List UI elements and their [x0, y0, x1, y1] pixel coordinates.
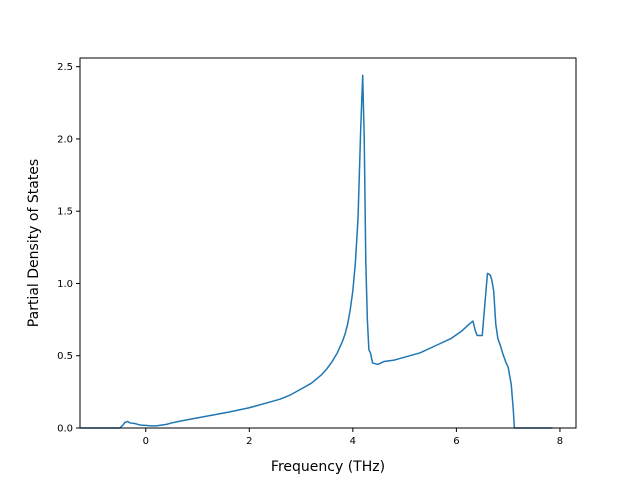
y-tick-label: 0.5 — [57, 351, 73, 362]
y-tick-label: 2.0 — [57, 134, 73, 145]
axes-frame — [79, 57, 577, 429]
plot-background — [80, 58, 576, 428]
y-tick-label: 0.0 — [57, 424, 73, 435]
x-tick-label: 4 — [350, 436, 356, 447]
y-tick-label: 1.5 — [57, 207, 73, 218]
x-tick-label: 2 — [246, 436, 252, 447]
y-axis-label: Partial Density of States — [26, 159, 42, 327]
tick-layer: 0 2 4 6 8 0.0 0.5 1.0 1.5 2.0 2.5 — [57, 62, 563, 447]
y-tick-label: 2.5 — [57, 62, 73, 73]
x-tick-label: 0 — [143, 436, 149, 447]
pdos-series-line — [80, 74, 553, 429]
x-tick-label: 8 — [557, 436, 563, 447]
y-tick-label: 1.0 — [57, 279, 73, 290]
x-tick-label: 6 — [453, 436, 459, 447]
series-layer — [80, 74, 553, 429]
x-axis-label: Frequency (THz) — [271, 459, 385, 475]
